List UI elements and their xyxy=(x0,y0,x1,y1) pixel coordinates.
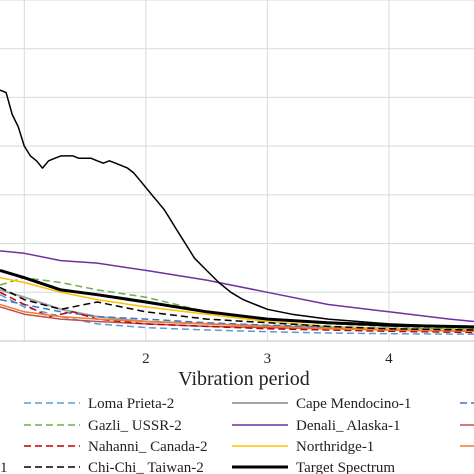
legend-label: Nahanni_ Canada-2 xyxy=(88,439,208,455)
series-group xyxy=(0,89,474,335)
legend: Loma Prieta-2 Cape Mendocino-1 Gazli_ USSR… xyxy=(0,396,474,474)
legend-label: Denali_ Alaska-1 xyxy=(296,418,401,434)
series-line-7 xyxy=(0,291,474,334)
x-tick-label: 3 xyxy=(264,351,272,367)
series-line-5 xyxy=(0,250,474,323)
series-line-9 xyxy=(0,303,474,333)
legend-label: Cape Mendocino-1 xyxy=(296,396,411,412)
legend-label: Northridge-1 xyxy=(296,439,374,455)
legend-label: Chi-Chi_ Taiwan-2 xyxy=(88,460,204,474)
series-line-1 xyxy=(0,294,474,335)
series-line-3 xyxy=(0,298,474,331)
series-line-11 xyxy=(0,268,474,329)
legend-label: Gazli_ USSR-2 xyxy=(88,418,182,434)
x-axis: 2 3 4 xyxy=(142,351,393,367)
series-line-12 xyxy=(0,89,474,329)
x-axis-title: Vibration period xyxy=(178,368,310,390)
x-tick-label: 2 xyxy=(142,351,150,367)
legend-label: Target Spectrum xyxy=(296,460,395,474)
series-line-10 xyxy=(0,286,474,331)
legend-label: 1 xyxy=(0,460,8,474)
legend-label: Loma Prieta-2 xyxy=(88,396,174,412)
x-tick-label: 4 xyxy=(385,351,393,367)
grid xyxy=(0,0,474,342)
